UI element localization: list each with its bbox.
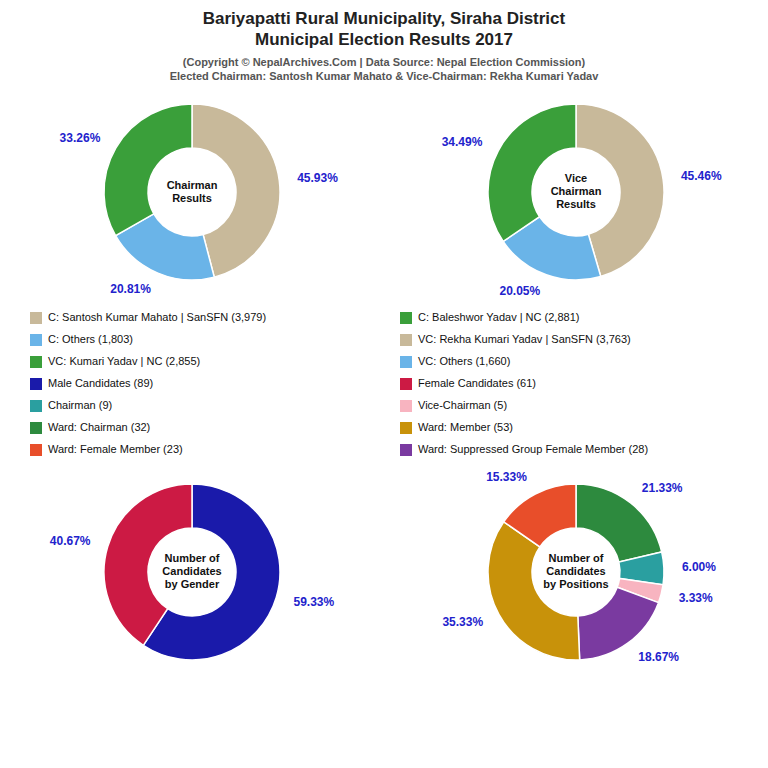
data-label: 33.26% — [60, 131, 101, 145]
data-label: 20.05% — [499, 284, 540, 298]
data-label: 18.67% — [638, 650, 679, 664]
legend-item: VC: Others (1,660) — [400, 355, 510, 368]
legend-item: Ward: Suppressed Group Female Member (28… — [400, 443, 648, 456]
legend-item: C: Santosh Kumar Mahato | SanSFN (3,979) — [30, 311, 266, 324]
data-label: 59.33% — [293, 595, 334, 609]
donut: 21.33% 6.00% 3.33% 18.67% 35.33% 15.33% Number… — [442, 470, 716, 664]
data-label: 34.49% — [442, 135, 483, 149]
text-line: Candidates — [162, 565, 221, 577]
center-label: Number ofCandidatesby Gender — [162, 552, 221, 590]
text-line: Candidates — [546, 565, 605, 577]
legend-label: Chairman (9) — [48, 399, 112, 411]
legend-swatch — [30, 356, 42, 368]
legend-item: Vice-Chairman (5) — [400, 399, 507, 412]
text-line: Chairman — [167, 178, 218, 190]
data-label: 20.81% — [110, 282, 151, 296]
text-line: Results — [172, 191, 212, 203]
center-label: Number ofCandidatesby Positions — [543, 552, 608, 590]
slice — [104, 104, 192, 236]
data-label: 3.33% — [679, 591, 713, 605]
text-line: by Gender — [165, 578, 220, 590]
data-label: 45.93% — [297, 171, 338, 185]
legend-swatch — [30, 400, 42, 412]
text-line: Elected Chairman: Santosh Kumar Mahato &… — [170, 70, 600, 82]
legend-item: Ward: Chairman (32) — [30, 421, 150, 434]
slice — [576, 484, 662, 562]
legend-item: Ward: Member (53) — [400, 421, 513, 434]
text-line: Municipal Election Results 2017 — [255, 30, 513, 49]
chart-root: Bariyapatti Rural Municipality, Siraha D… — [0, 0, 768, 768]
data-label: 35.33% — [442, 615, 483, 629]
legend: C: Santosh Kumar Mahato | SanSFN (3,979)… — [30, 311, 648, 456]
text-line: Vice — [565, 172, 587, 184]
slices — [104, 104, 280, 280]
slices — [488, 484, 664, 660]
legend-swatch — [30, 312, 42, 324]
data-labels: 45.93% 20.81% 33.26% — [60, 131, 339, 296]
legend-label: Vice-Chairman (5) — [418, 399, 507, 411]
legend-swatch — [400, 378, 412, 390]
legend-label: Ward: Chairman (32) — [48, 421, 150, 433]
legend-swatch — [400, 400, 412, 412]
legend-item: Female Candidates (61) — [400, 377, 536, 390]
legend-label: C: Others (1,803) — [48, 333, 133, 345]
text-line: (Copyright © NepalArchives.Com | Data So… — [183, 56, 586, 68]
legend-label: VC: Others (1,660) — [418, 355, 510, 367]
legend-swatch — [30, 334, 42, 346]
center-label: ChairmanResults — [167, 178, 218, 203]
legend-item: C: Others (1,803) — [30, 333, 133, 346]
data-label: 40.67% — [50, 534, 91, 548]
slices — [104, 484, 280, 660]
data-labels: 21.33% 6.00% 3.33% 18.67% 35.33% 15.33% — [442, 470, 716, 664]
text-line: Results — [556, 198, 596, 210]
text-line: Chairman — [551, 185, 602, 197]
data-label: 6.00% — [682, 560, 716, 574]
legend-swatch — [400, 356, 412, 368]
donut: 45.93% 20.81% 33.26% ChairmanResults — [60, 104, 339, 296]
center-label: ViceChairmanResults — [551, 172, 602, 210]
legend-item: Male Candidates (89) — [30, 377, 153, 390]
legend-label: Female Candidates (61) — [418, 377, 536, 389]
legend-label: Ward: Member (53) — [418, 421, 513, 433]
legend-swatch — [400, 422, 412, 434]
legend-swatch — [400, 334, 412, 346]
legend-label: Male Candidates (89) — [48, 377, 153, 389]
legend-swatch — [30, 422, 42, 434]
legend-label: VC: Rekha Kumari Yadav | SanSFN (3,763) — [418, 333, 631, 345]
legend-item: Ward: Female Member (23) — [30, 443, 183, 456]
text-line: Number of — [549, 552, 604, 564]
data-label: 21.33% — [642, 481, 683, 495]
legend-label: VC: Kumari Yadav | NC (2,855) — [48, 355, 200, 367]
legend-swatch — [30, 378, 42, 390]
legend-item: C: Baleshwor Yadav | NC (2,881) — [400, 311, 579, 324]
donut: 45.46% 20.05% 34.49% ViceChairmanResults — [442, 104, 722, 298]
legend-swatch — [400, 444, 412, 456]
text-line: Number of — [165, 552, 220, 564]
legend-item: Chairman (9) — [30, 399, 112, 412]
text-line: by Positions — [543, 578, 608, 590]
legend-item: VC: Rekha Kumari Yadav | SanSFN (3,763) — [400, 333, 631, 346]
text-line: Bariyapatti Rural Municipality, Siraha D… — [203, 9, 566, 28]
legend-item: VC: Kumari Yadav | NC (2,855) — [30, 355, 200, 368]
chart-title: Bariyapatti Rural Municipality, Siraha D… — [203, 9, 566, 49]
slice — [488, 104, 576, 241]
data-labels: 59.33% 40.67% — [50, 534, 335, 609]
legend-swatch — [400, 312, 412, 324]
legend-label: Ward: Female Member (23) — [48, 443, 183, 455]
data-labels: 45.46% 20.05% 34.49% — [442, 135, 722, 298]
legend-label: Ward: Suppressed Group Female Member (28… — [418, 443, 648, 455]
data-label: 15.33% — [486, 470, 527, 484]
donut: 59.33% 40.67% Number ofCandidatesby Gender — [50, 484, 335, 660]
data-label: 45.46% — [681, 169, 722, 183]
slice — [504, 484, 576, 547]
legend-label: C: Baleshwor Yadav | NC (2,881) — [418, 311, 579, 323]
legend-swatch — [30, 444, 42, 456]
legend-label: C: Santosh Kumar Mahato | SanSFN (3,979) — [48, 311, 266, 323]
slices — [488, 104, 664, 280]
chart-subtitle: (Copyright © NepalArchives.Com | Data So… — [170, 56, 600, 82]
